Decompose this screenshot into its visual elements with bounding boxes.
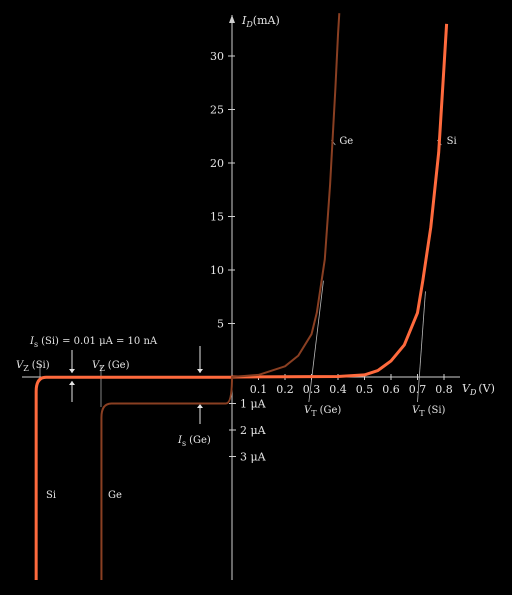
y-tick-label: 20 <box>210 157 224 170</box>
x-tick-label: 0.4 <box>329 383 347 396</box>
y-tick-label: 10 <box>210 264 224 277</box>
y-tick-label: 15 <box>210 211 224 224</box>
si-reverse-label: Si <box>46 490 56 501</box>
curve-ge <box>100 13 341 580</box>
vt-ge-tangent <box>308 280 324 403</box>
is-si-arrow-down-right-head <box>197 369 203 373</box>
y-tick-label: 5 <box>217 318 224 331</box>
x-tick-label: 0.6 <box>382 383 400 396</box>
vz-si-annotation: VZ (Si) <box>16 360 50 373</box>
is-si-annotation: Is (Si) = 0.01 μA = 10 nA <box>29 336 158 349</box>
vt-si-tangent <box>417 291 426 403</box>
vt-ge-annotation: VT (Ge) <box>304 405 341 418</box>
x-tick-label: 0.3 <box>303 383 321 396</box>
vz-ge-annotation: VZ (Ge) <box>92 360 130 373</box>
x-tick-label: 0.2 <box>276 383 294 396</box>
vt-si-annotation: VT (Si) <box>412 405 446 418</box>
y-tick-label: 25 <box>210 104 224 117</box>
si-curve-label: Si <box>447 136 457 147</box>
ge-reverse-label: Ge <box>108 490 122 501</box>
is-ge-annotation: Is (Ge) <box>177 435 211 448</box>
x-tick-label: 0.8 <box>435 383 453 396</box>
curve-si <box>34 23 449 580</box>
y-reverse-tick-label: 1 μA <box>240 398 267 411</box>
x-tick-label: 0.1 <box>250 383 268 396</box>
y-axis-title: ID(mA) <box>241 14 280 29</box>
ge-curve-label: Ge <box>339 136 353 147</box>
x-tick-label: 0.5 <box>356 383 374 396</box>
y-reverse-tick-label: 2 μA <box>240 424 267 437</box>
y-axis-arrow <box>229 15 235 23</box>
y-reverse-tick-label: 3 μA <box>240 451 267 464</box>
x-axis-title: VD (V) <box>462 382 495 397</box>
is-ge-arrow-up-head <box>197 404 203 408</box>
x-tick-label: 0.7 <box>409 383 427 396</box>
y-tick-label: 30 <box>210 50 224 63</box>
is-si-arrow-up-head <box>69 381 75 385</box>
is-si-arrow-down-head <box>69 369 75 373</box>
